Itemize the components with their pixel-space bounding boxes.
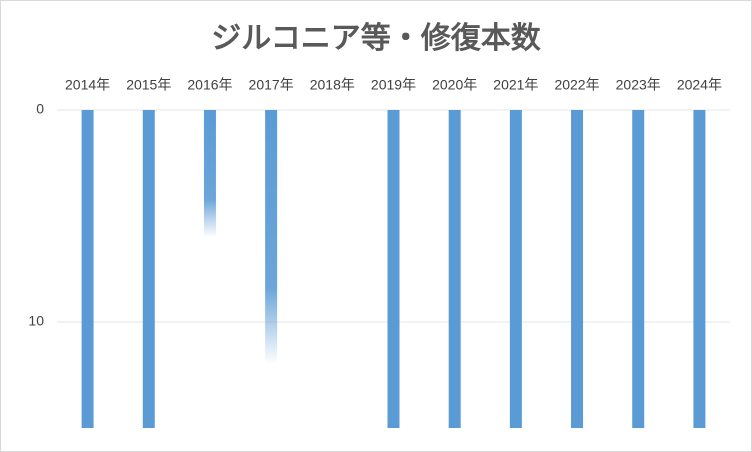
bar: [632, 110, 645, 428]
bar: [81, 110, 94, 428]
bar: [203, 110, 216, 238]
x-tick-label: 2015年: [126, 77, 171, 93]
x-tick-label: 2021年: [493, 77, 538, 93]
x-tick-label: 2024年: [677, 77, 722, 93]
bar: [142, 110, 155, 428]
x-tick-label: 2014年: [65, 77, 110, 93]
x-tick-label: 2023年: [616, 77, 661, 93]
x-tick-label: 2020年: [432, 77, 477, 93]
bar: [387, 110, 400, 428]
x-tick-label: 2019年: [371, 77, 416, 93]
bar: [448, 110, 461, 428]
y-tick-label: 0: [36, 101, 44, 117]
bar: [693, 110, 706, 428]
bar: [571, 110, 584, 428]
y-tick-label: 10: [28, 313, 44, 329]
bar: [265, 110, 278, 365]
bar: [509, 110, 522, 428]
chart-title: ジルコニア等・修復本数: [211, 21, 541, 55]
x-tick-label: 2018年: [310, 77, 355, 93]
x-tick-label: 2016年: [187, 77, 232, 93]
x-tick-label: 2017年: [249, 77, 294, 93]
x-tick-label: 2022年: [554, 77, 599, 93]
